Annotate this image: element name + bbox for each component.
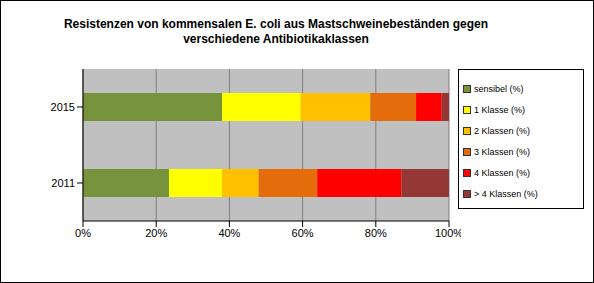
svg-text:0%: 0% — [75, 227, 91, 239]
svg-text:2011: 2011 — [51, 177, 75, 189]
html-text:2 Klassen (%): 2 Klassen (%) — [474, 125, 530, 136]
html-text:3 Klassen (%): 3 Klassen (%) — [474, 146, 530, 157]
html-text:> 4 Klassen (%): > 4 Klassen (%) — [474, 188, 538, 199]
svg-text:2015: 2015 — [51, 101, 75, 113]
html-text:sensibel (%): sensibel (%) — [474, 83, 524, 94]
html-text:Resistenzen von kommensalen E.: Resistenzen von kommensalen E. coli aus … — [63, 17, 489, 46]
html-text:1 Klasse (%): 1 Klasse (%) — [474, 104, 525, 115]
svg-text:20%: 20% — [145, 227, 167, 239]
svg-text:100%: 100% — [435, 227, 461, 239]
svg-text:60%: 60% — [292, 227, 314, 239]
html-text:4 Klassen (%): 4 Klassen (%) — [474, 167, 530, 178]
svg-text:80%: 80% — [365, 227, 387, 239]
svg-text:40%: 40% — [218, 227, 240, 239]
